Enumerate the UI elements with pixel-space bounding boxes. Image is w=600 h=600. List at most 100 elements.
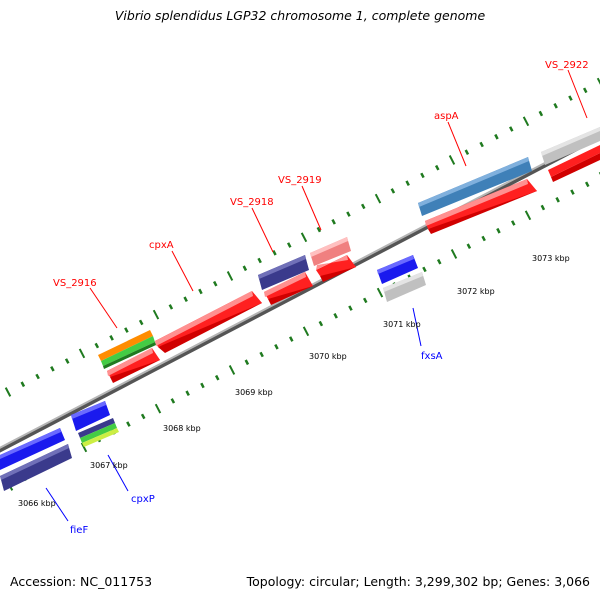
tick-mark [35, 373, 40, 380]
tick-mark [464, 149, 470, 155]
gene-VS_2916-multicolor[interactable] [98, 330, 156, 369]
tick-mark [450, 249, 458, 259]
gene-blue-left[interactable] [0, 428, 65, 470]
tick-mark [540, 204, 546, 211]
tick-mark [124, 327, 129, 333]
tick-mark [479, 141, 484, 148]
label-leader-lines [45, 69, 588, 522]
tick-mark [50, 366, 55, 372]
tick-mark [582, 87, 588, 94]
tick-mark [288, 336, 294, 342]
accession-text: Accession: NC_011753 [10, 574, 153, 589]
gene-label[interactable]: VS_2919 [278, 175, 322, 186]
tick-mark [198, 288, 203, 295]
tick-mark [200, 382, 205, 389]
gene-aspA-red[interactable] [425, 179, 537, 234]
tick-mark [596, 77, 600, 85]
gene-VS_2919-pink[interactable] [310, 237, 351, 266]
tick-mark [214, 374, 220, 381]
tick-mark [170, 398, 176, 404]
kbp-label: 3067 kbp [90, 461, 128, 470]
tick-mark [436, 258, 442, 265]
tick-mark [374, 193, 382, 204]
tick-mark [20, 381, 26, 388]
tick-mark [183, 296, 188, 302]
kbp-label: 3069 kbp [235, 388, 273, 397]
tick-mark [138, 319, 144, 326]
tick-mark [226, 271, 234, 281]
gene-cpxA[interactable] [155, 291, 262, 353]
tick-mark [360, 203, 366, 210]
tick-mark [494, 133, 499, 140]
tick-mark [466, 243, 472, 249]
tick-mark [553, 103, 558, 109]
tick-mark [570, 189, 575, 195]
tick-mark [346, 211, 351, 217]
gene-cpxP-blue[interactable] [71, 401, 110, 431]
gene-label[interactable]: VS_2916 [53, 278, 97, 289]
gene-fieF-navy[interactable] [0, 444, 72, 491]
tick-mark [316, 226, 322, 233]
gene-label[interactable]: cpxP [131, 494, 155, 505]
gene-label[interactable]: fxsA [421, 351, 443, 362]
gene-VS_2919-red[interactable] [316, 255, 356, 282]
tick-mark [405, 180, 410, 186]
genome-summary-text: Topology: circular; Length: 3,299,302 bp… [246, 574, 590, 589]
gene-label[interactable]: aspA [434, 111, 459, 122]
tick-mark [272, 250, 277, 256]
gene-fxsA-grey[interactable] [383, 272, 426, 302]
tick-mark [524, 210, 532, 221]
tick-mark [390, 188, 396, 194]
tick-mark [154, 403, 162, 414]
tick-mark [212, 280, 218, 287]
kbp-label: 3073 kbp [532, 254, 570, 263]
tick-mark [109, 335, 114, 341]
tick-mark [555, 197, 560, 203]
page-title: Vibrio splendidus LGP32 chromosome 1, co… [114, 8, 486, 23]
gene-VS_2922-grey[interactable] [541, 127, 600, 165]
tick-mark [376, 287, 384, 298]
tick-mark [228, 365, 236, 375]
kbp-label: 3068 kbp [163, 424, 201, 433]
tick-mark [257, 257, 262, 264]
gene-label[interactable]: fieF [70, 525, 88, 536]
tick-mark [496, 227, 501, 234]
tick-mark [522, 116, 530, 127]
kbp-label: 3071 kbp [383, 320, 421, 329]
kbp-label: 3070 kbp [309, 352, 347, 361]
tick-mark [259, 351, 264, 358]
tick-mark [140, 413, 146, 420]
tick-mark [422, 266, 427, 273]
tick-mark [348, 305, 353, 311]
gene-VS_2922-red[interactable] [548, 145, 600, 182]
tick-mark [4, 387, 12, 397]
gene-label[interactable]: VS_2922 [545, 60, 589, 71]
tick-mark [448, 155, 456, 165]
tick-mark [242, 265, 248, 272]
tick-mark [152, 309, 160, 320]
gene-aspA-steel[interactable] [418, 157, 532, 216]
tick-mark [568, 95, 573, 101]
tick-mark [94, 342, 100, 349]
tick-mark [510, 220, 516, 226]
tick-mark [481, 235, 486, 242]
gene-VS_2918-red[interactable] [264, 272, 313, 305]
gene-label[interactable]: VS_2918 [230, 197, 274, 208]
tick-mark [302, 326, 310, 337]
gene-labels: VS_2916 cpxA VS_2918 VS_2919 aspA VS_292… [53, 60, 589, 536]
gene-VS_2918-navy[interactable] [258, 255, 309, 290]
gene-fxsA-blue[interactable] [377, 255, 418, 284]
gene-label[interactable]: cpxA [149, 240, 174, 251]
tick-mark [584, 181, 590, 188]
tick-mark [420, 172, 425, 179]
tick-mark [274, 344, 279, 350]
tick-mark [538, 110, 544, 117]
gene-features [0, 127, 600, 491]
kbp-labels: 3066 kbp 3067 kbp 3068 kbp 3069 kbp 3070… [18, 254, 570, 508]
gene-VS_2916-red[interactable] [107, 348, 160, 383]
gene-cpxP-multicolor[interactable] [78, 418, 119, 447]
forward-tick-track [4, 77, 600, 397]
tick-mark [244, 359, 250, 366]
